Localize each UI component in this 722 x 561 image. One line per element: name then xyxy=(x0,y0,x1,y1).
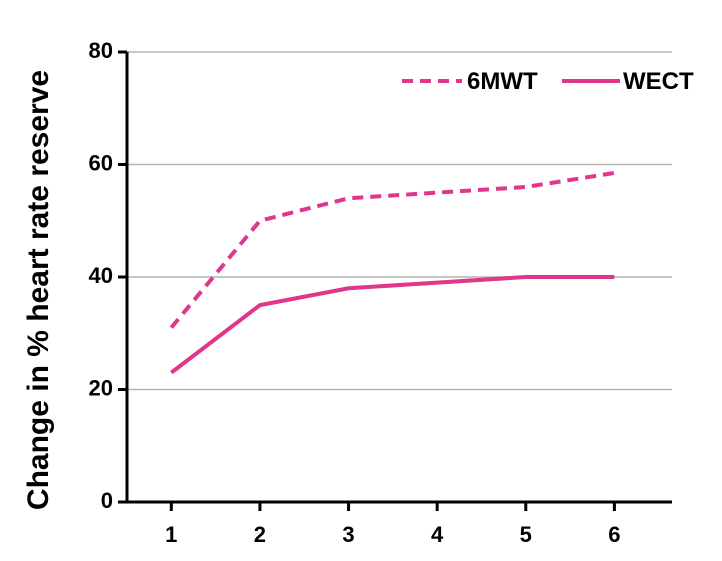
y-tick-label-80: 80 xyxy=(89,38,113,63)
y-tick-label-20: 20 xyxy=(89,375,113,400)
x-tick-label-3: 3 xyxy=(342,522,354,547)
x-axis-ticks: 1 2 3 4 5 6 xyxy=(165,502,621,547)
x-tick-label-5: 5 xyxy=(520,522,532,547)
series-line-6mwt xyxy=(169,170,615,329)
x-tick-label-1: 1 xyxy=(165,522,177,547)
legend: 6MWT WECT xyxy=(402,68,694,95)
x-tick-label-2: 2 xyxy=(254,522,266,547)
y-tick-label-0: 0 xyxy=(101,488,113,513)
x-tick-label-6: 6 xyxy=(608,522,620,547)
series-lines xyxy=(169,170,615,375)
x-tick-label-4: 4 xyxy=(431,522,444,547)
legend-wect-label: WECT xyxy=(623,68,694,95)
gridlines xyxy=(127,51,672,391)
y-tick-label-60: 60 xyxy=(89,150,113,175)
series-line-wect xyxy=(170,275,615,375)
y-axis-label: Change in % heart rate reserve xyxy=(22,70,55,510)
legend-6mwt-label: 6MWT xyxy=(467,68,538,95)
y-tick-label-40: 40 xyxy=(89,263,113,288)
y-axis-ticks: 0 20 40 60 80 xyxy=(89,38,127,513)
